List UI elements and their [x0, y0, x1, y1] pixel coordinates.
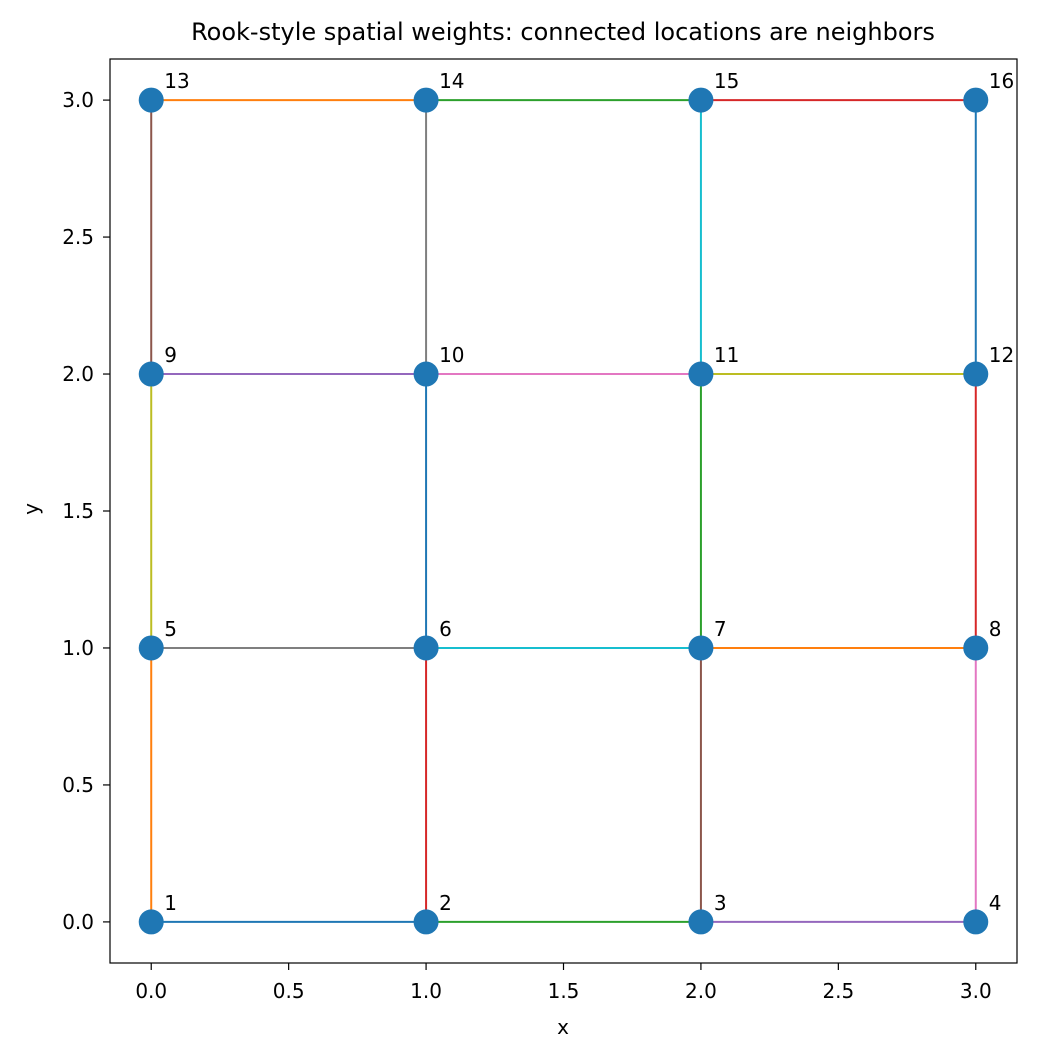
x-tick-label: 0.5: [273, 979, 305, 1003]
point-label-7: 7: [714, 617, 727, 641]
y-axis-label: y: [19, 503, 43, 515]
x-tick-label: 2.5: [822, 979, 854, 1003]
point-11: [688, 361, 714, 387]
point-label-1: 1: [164, 891, 177, 915]
x-tick-label: 1.0: [410, 979, 442, 1003]
point-label-15: 15: [714, 69, 739, 93]
point-label-11: 11: [714, 343, 739, 367]
point-label-8: 8: [989, 617, 1002, 641]
points-layer: [138, 87, 989, 935]
point-10: [413, 361, 439, 387]
x-axis-ticks: 0.0 0.5 1.0 1.5 2.0 2.5 3.0: [135, 963, 992, 1003]
point-label-14: 14: [439, 69, 464, 93]
point-label-3: 3: [714, 891, 727, 915]
x-tick-label: 1.5: [548, 979, 580, 1003]
point-4: [963, 909, 989, 935]
y-tick-label: 0.5: [62, 773, 94, 797]
point-16: [963, 87, 989, 113]
chart-title: Rook-style spatial weights: connected lo…: [191, 18, 935, 46]
edges-layer: [150, 99, 977, 923]
point-7: [688, 635, 714, 661]
point-label-6: 6: [439, 617, 452, 641]
point-8: [963, 635, 989, 661]
point-1: [138, 909, 164, 935]
point-6: [413, 635, 439, 661]
point-label-12: 12: [989, 343, 1014, 367]
y-axis-ticks: 0.0 0.5 1.0 1.5 2.0 2.5 3.0: [62, 88, 110, 934]
point-label-4: 4: [989, 891, 1002, 915]
point-label-13: 13: [164, 69, 189, 93]
point-5: [138, 635, 164, 661]
point-label-16: 16: [989, 69, 1014, 93]
y-tick-label: 3.0: [62, 88, 94, 112]
point-label-9: 9: [164, 343, 177, 367]
x-tick-label: 3.0: [960, 979, 992, 1003]
point-3: [688, 909, 714, 935]
point-13: [138, 87, 164, 113]
point-label-10: 10: [439, 343, 464, 367]
y-tick-label: 0.0: [62, 910, 94, 934]
x-tick-label: 0.0: [135, 979, 167, 1003]
point-2: [413, 909, 439, 935]
point-14: [413, 87, 439, 113]
y-tick-label: 1.5: [62, 499, 94, 523]
y-tick-label: 2.5: [62, 225, 94, 249]
point-15: [688, 87, 714, 113]
y-tick-label: 2.0: [62, 362, 94, 386]
x-tick-label: 2.0: [685, 979, 717, 1003]
point-label-2: 2: [439, 891, 452, 915]
point-12: [963, 361, 989, 387]
point-9: [138, 361, 164, 387]
x-axis-label: x: [557, 1015, 569, 1039]
point-label-5: 5: [164, 617, 177, 641]
y-tick-label: 1.0: [62, 636, 94, 660]
